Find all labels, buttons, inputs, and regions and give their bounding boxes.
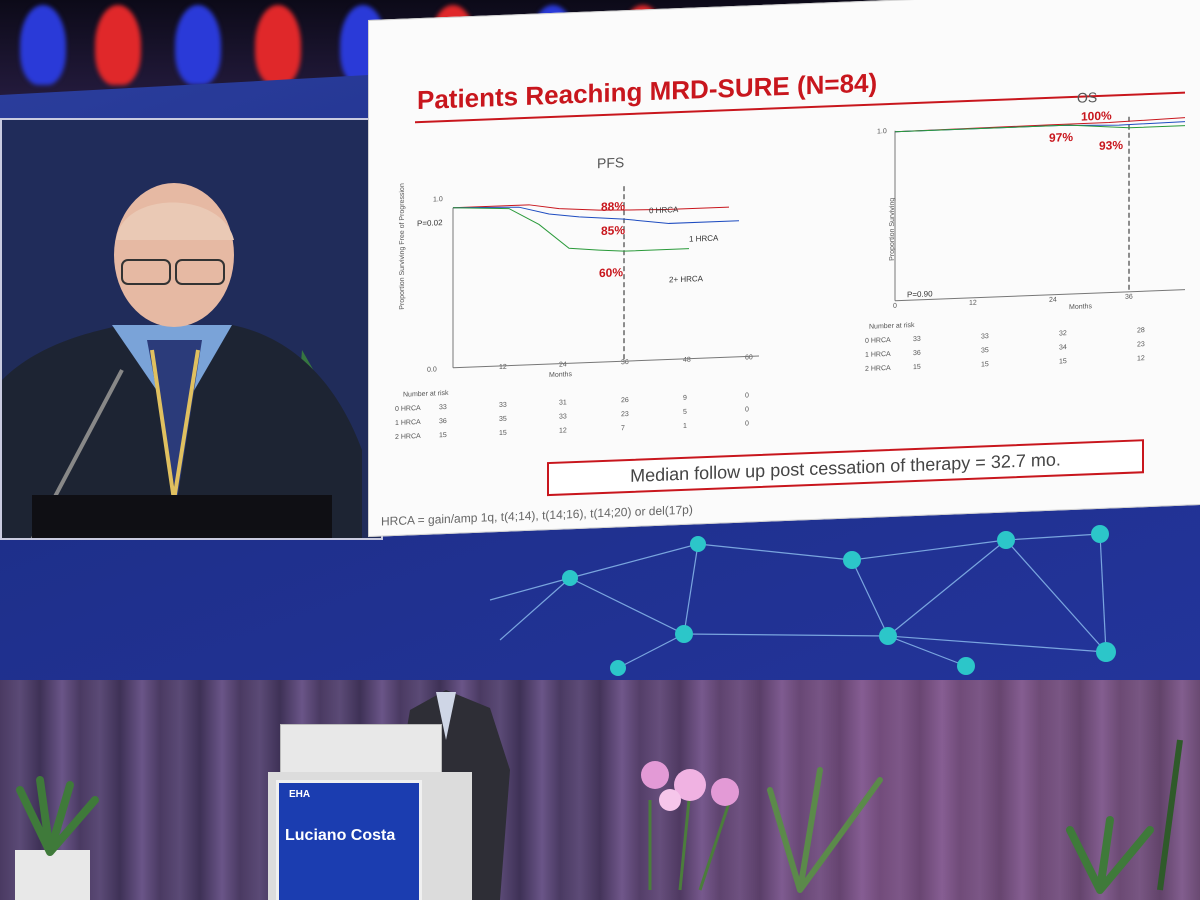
os-risk-cell: 34 (1059, 344, 1067, 352)
pfs-pct-2hrca: 60% (599, 265, 624, 281)
os-risk-cell: 15 (981, 361, 989, 369)
red-lamp (255, 5, 301, 85)
pfs-risk-cell: 33 (559, 413, 567, 421)
km-curves (452, 116, 1186, 369)
lectern: EHA Luciano Costa (232, 720, 487, 900)
pfs-risk-cell: 31 (559, 399, 567, 407)
os-risk-cell: 32 (1059, 330, 1067, 338)
os-risk-cell: 28 (1137, 327, 1145, 335)
pfs-risk-label: 1 HRCA (395, 418, 421, 427)
os-title: OS (1077, 88, 1098, 106)
pfs-risk-cell: 12 (559, 427, 567, 435)
os-pct-97: 97% (1049, 129, 1074, 145)
os-y-tick: 1.0 (877, 128, 887, 136)
pfs-risk-cell: 9 (683, 394, 687, 402)
os-risk-cell: 36 (913, 349, 921, 358)
pfs-risk-cell: 7 (621, 425, 625, 433)
os-x-tick: 12 (969, 299, 977, 307)
pfs-risk-label: 0 HRCA (395, 404, 421, 413)
os-y-label: Proportion Surviving (889, 197, 896, 261)
os-pct-100: 100% (1081, 108, 1112, 124)
blue-lamp (20, 5, 66, 85)
os-p-value: P=0.90 (907, 289, 933, 300)
pfs-risk-cell: 0 (745, 406, 749, 414)
pfs-risk-cell: 23 (621, 410, 629, 419)
os-risk-cell: 12 (1137, 355, 1145, 363)
stage-scene (15, 690, 1183, 900)
eha-logo: EHA (289, 789, 311, 800)
os-risk-label: 2 HRCA (865, 364, 891, 373)
pfs-risk-cell: 36 (439, 417, 447, 426)
pfs-pct-1hrca: 85% (601, 223, 626, 239)
pfs-risk-cell: 15 (499, 429, 507, 437)
pfs-pct-0hrca: 88% (601, 199, 626, 215)
os-risk-cell: 35 (981, 347, 989, 355)
os-pct-93: 93% (1099, 137, 1124, 153)
os-risk-label: 1 HRCA (865, 350, 891, 359)
pfs-risk-cell: 33 (499, 401, 507, 409)
os-risk-label: 0 HRCA (865, 336, 891, 345)
pfs-label-0hrca: 0 HRCA (649, 205, 679, 216)
pfs-risk-cell: 35 (499, 415, 507, 423)
os-x-tick: 0 (893, 302, 897, 310)
pfs-label-2hrca: 2+ HRCA (669, 274, 704, 285)
presentation-slide: Patients Reaching MRD-SURE (N=84) PFS Pr… (368, 0, 1200, 537)
os-risk-cell: 15 (1059, 358, 1067, 366)
blue-lamp (175, 5, 221, 85)
lectern-top (280, 724, 442, 776)
os-risk-cell: 15 (913, 363, 921, 372)
pfs-risk-label: 2 HRCA (395, 432, 421, 441)
os-risk-cell: 33 (913, 335, 921, 344)
lectern-sign: EHA Luciano Costa (276, 780, 422, 900)
pfs-risk-cell: 5 (683, 408, 687, 416)
os-x-label: Months (1069, 303, 1092, 312)
red-lamp (95, 5, 141, 85)
os-risk-cell: 23 (1137, 341, 1145, 349)
os-x-tick: 36 (1125, 293, 1133, 301)
os-x-tick: 24 (1049, 296, 1057, 304)
os-risk-cell: 33 (981, 333, 989, 341)
pfs-risk-cell: 26 (621, 396, 629, 405)
speaker-closeup-image (2, 120, 381, 538)
pfs-risk-cell: 33 (439, 403, 447, 412)
stage-curtain (0, 680, 1200, 900)
pfs-risk-cell: 0 (745, 420, 749, 428)
speaker-name: Luciano Costa (285, 827, 396, 844)
speaker-video-feed (0, 118, 383, 540)
pfs-label-1hrca: 1 HRCA (689, 233, 719, 244)
pfs-risk-cell: 15 (439, 431, 447, 440)
pfs-risk-cell: 0 (745, 392, 749, 400)
pfs-risk-cell: 1 (683, 422, 687, 430)
